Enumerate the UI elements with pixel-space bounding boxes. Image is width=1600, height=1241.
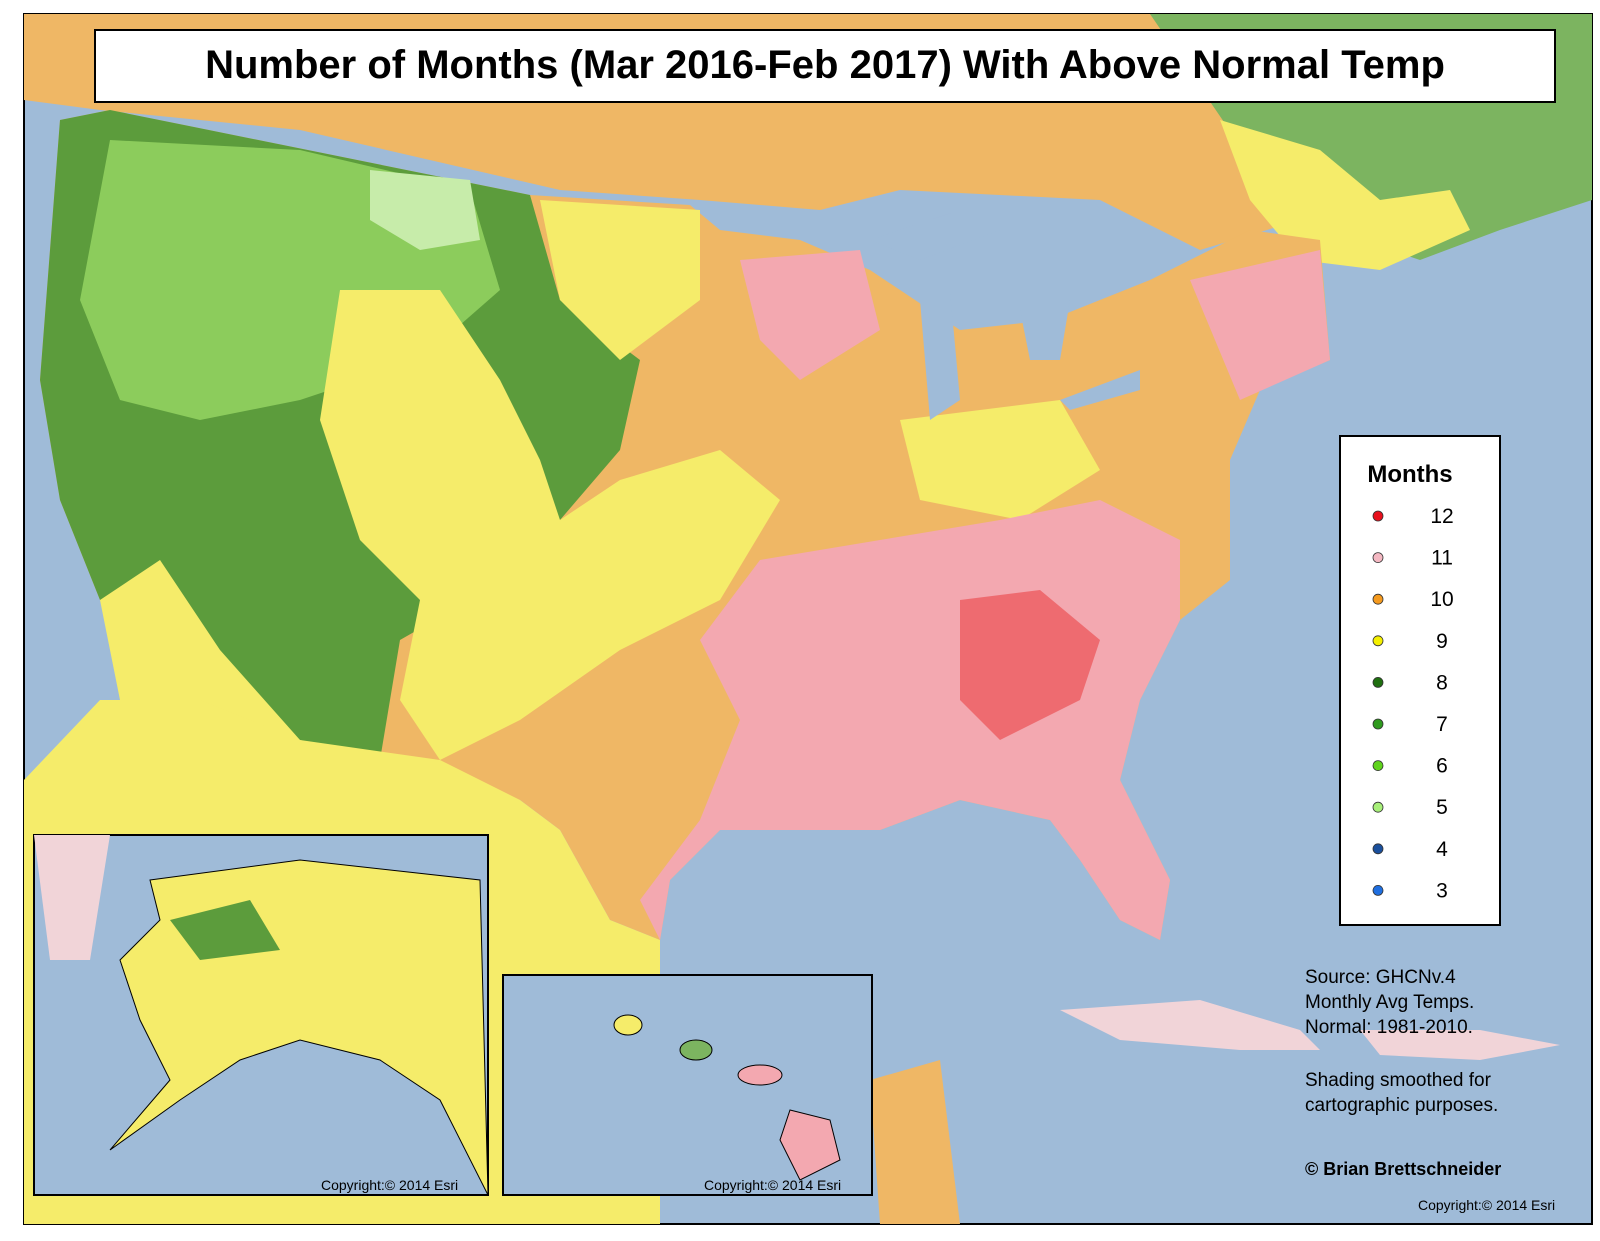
legend-items: 12 11 10 9 8 7 6 5 4 3 (1372, 505, 1454, 902)
legend-swatch (1372, 552, 1384, 563)
legend-label: 11 (1431, 547, 1453, 570)
legend-swatch (1372, 760, 1384, 771)
note-line: cartographic purposes. (1305, 1095, 1498, 1116)
lake-erie (1060, 370, 1140, 410)
note-line: Shading smoothed for (1305, 1070, 1492, 1091)
legend-title: Months (1367, 461, 1452, 488)
shade-ohio (900, 400, 1100, 520)
island-maui (737, 1064, 783, 1086)
legend-label: 6 (1436, 755, 1448, 778)
island-kauai (613, 1014, 643, 1036)
lake-superior (870, 210, 1000, 260)
note-line: Monthly Avg Temps. (1305, 992, 1474, 1013)
title-box (94, 29, 1556, 103)
legend-swatch (1372, 677, 1384, 688)
legend-label: 7 (1436, 713, 1448, 736)
legend-label: 10 (1430, 588, 1453, 611)
legend-label: 8 (1436, 671, 1448, 694)
shade-montana (370, 170, 480, 250)
legend-label: 5 (1436, 796, 1448, 819)
legend-label: 3 (1436, 879, 1448, 902)
shade-new-england (1190, 250, 1330, 400)
shade-dakotas (540, 200, 700, 360)
map-title: Number of Months (Mar 2016-Feb 2017) Wit… (205, 43, 1445, 87)
legend-swatch (1372, 510, 1384, 522)
land-yucatan (870, 1060, 960, 1224)
note-line: Normal: 1981-2010. (1305, 1017, 1473, 1038)
legend-swatch (1372, 843, 1384, 855)
legend-swatch (1372, 593, 1384, 605)
credit: © Brian Brettschneider (1305, 1159, 1501, 1179)
land-hispaniola (1360, 1030, 1560, 1060)
notes: Source: GHCNv.4 Monthly Avg Temps. Normal:… (1305, 967, 1498, 1116)
island-hawaii (779, 1109, 841, 1181)
shade-minnesota (740, 250, 880, 380)
copyright: Copyright:© 2014 Esri (704, 1177, 841, 1193)
note-line: Source: GHCNv.4 (1305, 967, 1456, 988)
legend-swatch (1372, 718, 1384, 730)
shade-central (320, 290, 780, 760)
legend-swatch (1372, 635, 1384, 647)
copyright: Copyright:© 2014 Esri (321, 1177, 458, 1193)
land-cuba (1060, 1000, 1320, 1050)
legend-label: 9 (1436, 630, 1448, 653)
copyright: Copyright:© 2014 Esri (1418, 1197, 1555, 1213)
island-oahu (679, 1039, 713, 1061)
legend-label: 12 (1430, 505, 1453, 528)
legend-swatch (1372, 885, 1384, 896)
lake-michigan (920, 290, 960, 420)
land-chukotka (34, 835, 110, 960)
lake-huron (1020, 300, 1070, 360)
legend-box (1339, 435, 1501, 926)
shade-alaska (170, 900, 280, 960)
land-maritimes (1220, 120, 1470, 270)
shade-georgia (960, 590, 1100, 740)
legend-label: 4 (1436, 838, 1448, 861)
legend-swatch (1372, 801, 1384, 813)
